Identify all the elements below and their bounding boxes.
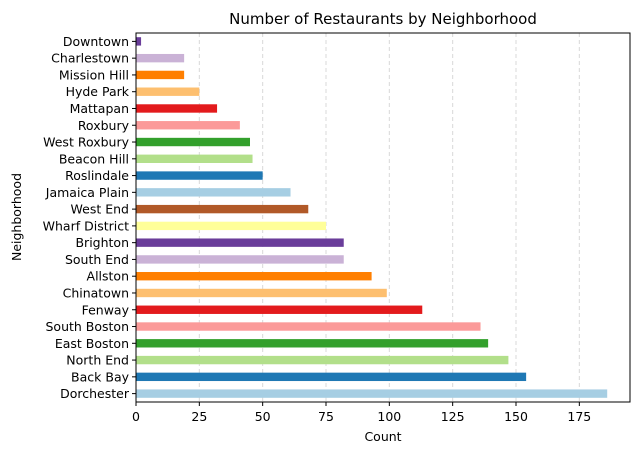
- y-tick-label: Back Bay: [71, 369, 130, 384]
- x-tick-label: 150: [504, 409, 528, 424]
- bars: [136, 37, 608, 398]
- x-tick-label: 100: [377, 409, 401, 424]
- y-tick-label: Beacon Hill: [59, 151, 129, 166]
- x-tick-label: 0: [132, 409, 140, 424]
- plot-frame: [135, 32, 631, 403]
- bar: [136, 87, 200, 96]
- x-tick-label: 25: [191, 409, 207, 424]
- y-tick-label: Fenway: [82, 302, 130, 317]
- bar: [136, 389, 608, 398]
- y-tick-label: Roxbury: [78, 118, 130, 133]
- bar: [136, 171, 263, 180]
- bar: [136, 372, 527, 382]
- bar: [136, 339, 489, 348]
- bar: [136, 355, 509, 365]
- y-tick-label: Wharf District: [43, 218, 129, 233]
- x-tick-label: 125: [441, 409, 465, 424]
- bar: [136, 70, 185, 80]
- bar: [136, 154, 253, 163]
- y-tick-label: Allston: [87, 269, 129, 284]
- bar: [136, 305, 423, 314]
- x-axis-ticks: 0 25 50 75 100 125 150 175: [132, 402, 591, 424]
- y-tick-label: Downtown: [63, 34, 129, 49]
- x-tick-label: 50: [255, 409, 271, 424]
- y-tick-label: East Boston: [55, 336, 129, 351]
- bar: [136, 137, 250, 147]
- bar: [136, 53, 185, 63]
- y-tick-label: North End: [66, 353, 129, 368]
- y-tick-label: Hyde Park: [66, 84, 130, 99]
- x-tick-label: 75: [318, 409, 334, 424]
- bar: [136, 288, 387, 298]
- y-tick-label: Dorchester: [60, 386, 130, 401]
- y-tick-label: South Boston: [45, 319, 129, 334]
- y-tick-label: Charlestown: [51, 51, 129, 66]
- y-tick-label: Chinatown: [63, 285, 129, 300]
- y-tick-label: Mattapan: [70, 101, 129, 116]
- bar: [136, 272, 372, 281]
- y-tick-label: Jamaica Plain: [45, 185, 129, 200]
- chart-title: Number of Restaurants by Neighborhood: [229, 10, 537, 28]
- bar: [136, 37, 142, 46]
- bar: [136, 204, 309, 214]
- y-tick-label: South End: [65, 252, 129, 267]
- bar: [136, 121, 240, 130]
- bar: [136, 221, 326, 231]
- bar: [136, 104, 218, 113]
- y-tick-label: Mission Hill: [59, 67, 129, 82]
- bar: [136, 255, 344, 264]
- y-tick-label: Roslindale: [65, 168, 129, 183]
- bar: [136, 322, 481, 331]
- x-tick-label: 175: [567, 409, 591, 424]
- bar: [136, 238, 344, 247]
- y-tick-label: West End: [71, 202, 129, 217]
- y-axis-title: Neighborhood: [9, 173, 24, 261]
- bar: [136, 188, 291, 197]
- x-axis-title: Count: [364, 429, 401, 444]
- y-tick-label: West Roxbury: [43, 135, 129, 150]
- y-tick-label: Brighton: [75, 235, 129, 250]
